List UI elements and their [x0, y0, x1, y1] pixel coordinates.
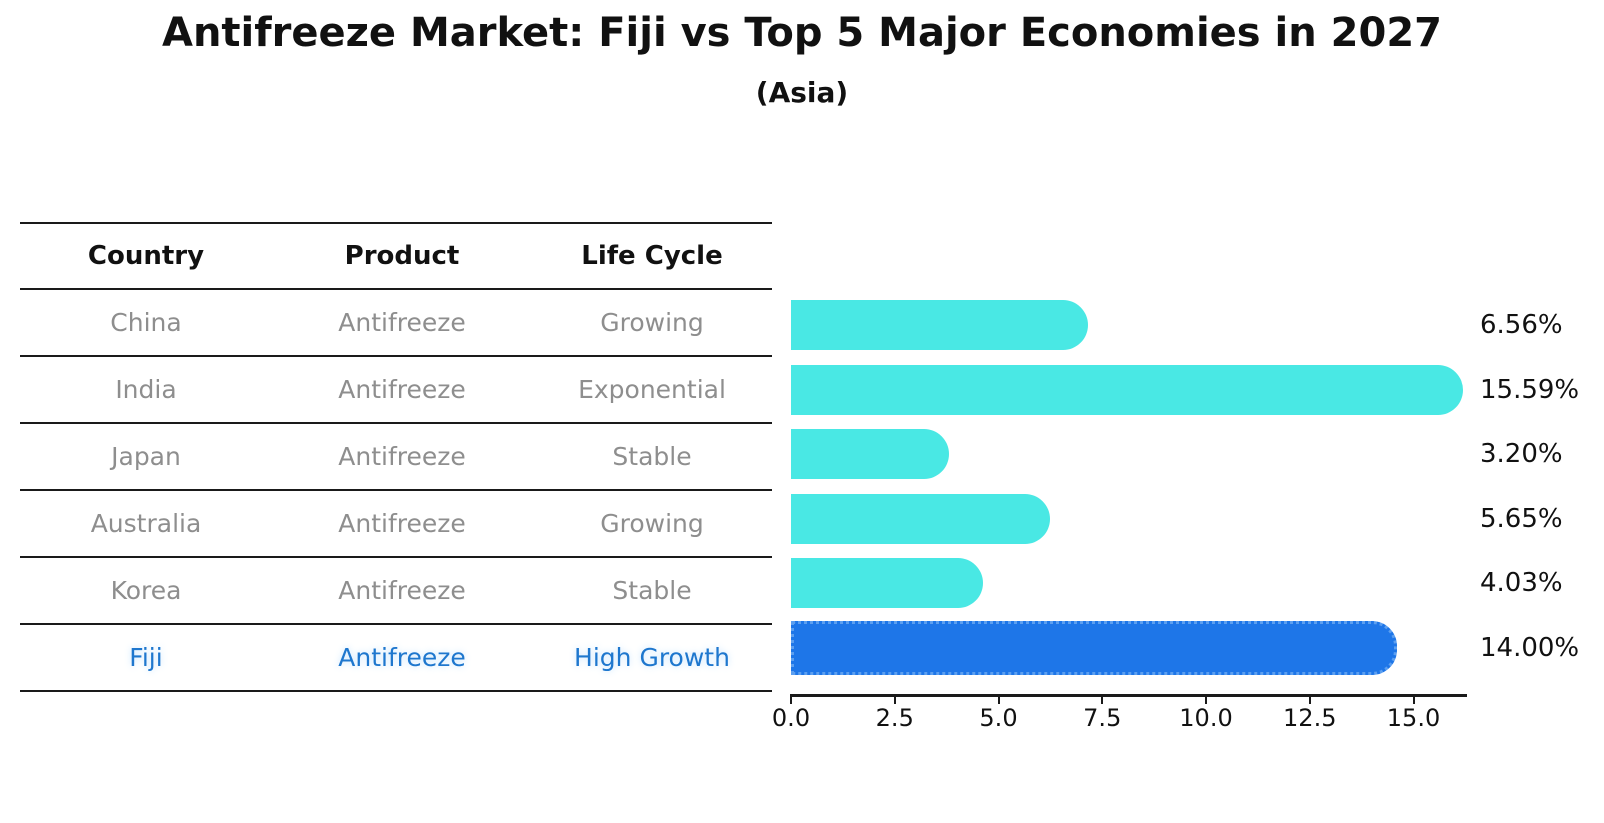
cell-life-cycle: Stable — [612, 576, 692, 605]
table-row-india: India Antifreeze Exponential — [20, 357, 772, 424]
cell-product: Antifreeze — [338, 643, 466, 672]
cell-country: Japan — [111, 442, 181, 471]
cell-product: Antifreeze — [338, 442, 466, 471]
table-row-korea: Korea Antifreeze Stable — [20, 558, 772, 625]
cell-life-cycle: Growing — [600, 308, 704, 337]
chart-subtitle: (Asia) — [755, 76, 849, 109]
table-header-cell: Life Cycle — [581, 241, 723, 271]
cell-product: Antifreeze — [338, 375, 466, 404]
cell-product: Antifreeze — [338, 308, 466, 337]
cell-life-cycle: Stable — [612, 442, 692, 471]
cell-country: Korea — [110, 576, 182, 605]
cell-life-cycle: Growing — [600, 509, 704, 538]
bar-india — [791, 364, 1463, 415]
cell-country: Australia — [90, 509, 202, 538]
x-axis-tick-label: 15.0 — [1386, 704, 1441, 732]
table-row-china: China Antifreeze Growing — [20, 290, 772, 357]
country-table: Country Product Life Cycle China Antifreeze G… — [20, 222, 772, 692]
x-axis-tick — [893, 694, 896, 704]
chart-title: Antifreeze Market: Fiji vs Top 5 Major E… — [162, 10, 1442, 56]
x-axis-tick-label: 5.0 — [979, 704, 1018, 732]
value-label-india: 15.59% — [1480, 374, 1580, 405]
x-axis-tick — [1205, 694, 1207, 704]
bar-fiji — [791, 620, 1397, 675]
value-label-japan: 3.20% — [1480, 439, 1563, 469]
table-header-cell: Country — [87, 241, 205, 271]
x-axis-tick — [997, 694, 1000, 704]
x-axis-tick-label: 7.5 — [1083, 704, 1122, 732]
x-axis-tick-label: 12.5 — [1283, 704, 1337, 732]
x-axis-tick-label: 0.0 — [771, 704, 811, 732]
cell-country: India — [115, 375, 177, 404]
cell-life-cycle: Exponential — [578, 375, 726, 404]
cell-product: Antifreeze — [338, 509, 466, 538]
value-label-korea: 4.03% — [1480, 568, 1563, 598]
table-row-fiji: Fiji Antifreeze High Growth — [20, 625, 772, 692]
cell-country: Fiji — [129, 643, 163, 672]
table-row-japan: Japan Antifreeze Stable — [20, 424, 772, 491]
bar-australia — [791, 493, 1051, 544]
table-header-cell: Product — [344, 241, 460, 271]
value-label-fiji: 14.00% — [1480, 632, 1580, 663]
table-row-australia: Australia Antifreeze Growing — [20, 491, 772, 558]
x-axis-tick-label: 2.5 — [875, 704, 914, 732]
bar-china — [791, 300, 1089, 350]
cell-life-cycle: High Growth — [574, 643, 730, 672]
value-label-australia: 5.65% — [1480, 503, 1563, 534]
x-axis-tick — [1412, 694, 1415, 704]
x-axis-tick — [1101, 694, 1104, 704]
x-axis-tick — [1308, 694, 1311, 704]
cell-product: Antifreeze — [338, 576, 466, 605]
x-axis-tick-label: 10.0 — [1179, 704, 1233, 732]
bar-japan — [791, 429, 949, 479]
bar-korea — [791, 558, 984, 608]
x-axis-tick — [790, 694, 792, 704]
cell-country: China — [110, 308, 182, 337]
value-label-china: 6.56% — [1480, 310, 1563, 340]
bar-chart-plot-area: 6.56% 15.59% 3.20% 5.65% 4.03% 14.00% 0.0 2.5 5.… — [772, 292, 1579, 732]
table-header-row: Country Product Life Cycle — [20, 224, 772, 290]
